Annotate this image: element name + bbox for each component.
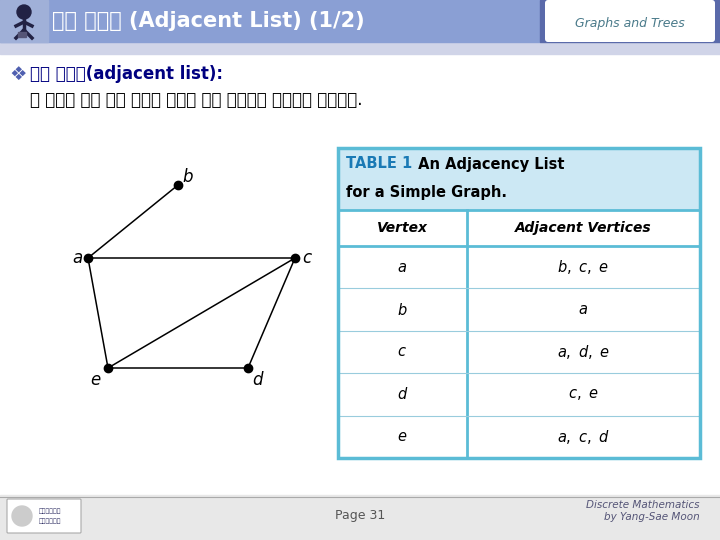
Text: $\it{a},\ \it{c},\ \it{d}$: $\it{a},\ \it{c},\ \it{d}$	[557, 428, 610, 446]
Text: $\it{e}$: $\it{e}$	[90, 371, 102, 389]
Bar	[338, 148, 700, 458]
Text: $\it{c}$: $\it{c}$	[397, 345, 408, 360]
Text: $\it{d}$: $\it{d}$	[397, 387, 408, 402]
Text: 컴퓨터공학과: 컴퓨터공학과	[39, 518, 61, 524]
Text: $\it{d}$: $\it{d}$	[252, 371, 264, 389]
Bar	[338, 148, 700, 458]
Bar	[0, 495, 720, 540]
Bar	[0, 0, 540, 42]
Text: Vertex: Vertex	[377, 221, 428, 235]
Text: $\it{e}$: $\it{e}$	[397, 429, 408, 444]
Bar	[0, 0, 48, 42]
FancyBboxPatch shape	[7, 499, 81, 533]
Circle shape	[17, 5, 31, 19]
Text: Adjacent Vertices: Adjacent Vertices	[515, 221, 652, 235]
Text: 인접 리스트(adjacent list):: 인접 리스트(adjacent list):	[30, 65, 223, 83]
Bar	[0, 42, 720, 54]
Text: 성균관대학교: 성균관대학교	[39, 508, 61, 514]
Text: 인접 리스트 (Adjacent List) (1/2): 인접 리스트 (Adjacent List) (1/2)	[52, 11, 364, 31]
Circle shape	[12, 506, 32, 526]
Bar	[540, 0, 720, 42]
Bar	[18, 32, 26, 37]
Text: Graphs and Trees: Graphs and Trees	[575, 17, 685, 30]
Bar	[338, 210, 700, 246]
Text: $\it{a},\ \it{d},\ \it{e}$: $\it{a},\ \it{d},\ \it{e}$	[557, 343, 610, 361]
Text: for a Simple Graph.: for a Simple Graph.	[346, 185, 507, 199]
Text: $\it{c}$: $\it{c}$	[302, 249, 312, 267]
Text: $\it{a}$: $\it{a}$	[73, 249, 84, 267]
Text: $\it{a}$: $\it{a}$	[578, 302, 588, 317]
Text: Discrete Mathematics
by Yang-Sae Moon: Discrete Mathematics by Yang-Sae Moon	[587, 500, 700, 522]
Text: $\it{a}$: $\it{a}$	[397, 260, 408, 275]
Text: $\it{b},\ \it{c},\ \it{e}$: $\it{b},\ \it{c},\ \it{e}$	[557, 258, 609, 276]
Text: An Adjacency List: An Adjacency List	[413, 157, 564, 172]
Text: 각 노드에 대해 해당 노드에 인접한 다른 노드들을 리스트로 나열한다.: 각 노드에 대해 해당 노드에 인접한 다른 노드들을 리스트로 나열한다.	[30, 91, 362, 109]
FancyBboxPatch shape	[545, 0, 715, 42]
Text: TABLE 1: TABLE 1	[346, 157, 413, 172]
Text: Page 31: Page 31	[335, 510, 385, 523]
Text: $\it{b}$: $\it{b}$	[182, 168, 194, 186]
Bar	[338, 148, 700, 210]
Text: $\it{c},\ \it{e}$: $\it{c},\ \it{e}$	[568, 387, 598, 402]
Text: ❖: ❖	[9, 64, 27, 84]
Text: $\it{b}$: $\it{b}$	[397, 302, 408, 318]
